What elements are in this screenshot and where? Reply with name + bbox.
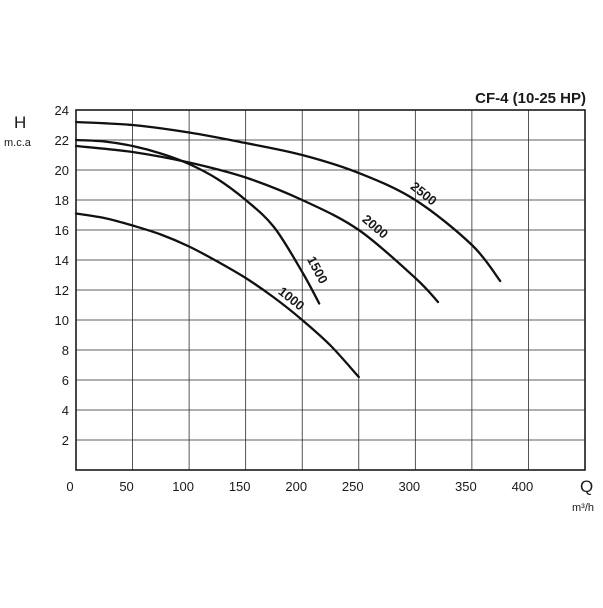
curve-1500 — [74, 138, 321, 305]
curve-label-1000: 1000 — [275, 284, 307, 314]
curve-2000 — [74, 144, 440, 304]
y-tick-label: 2 — [62, 433, 69, 448]
plot-frame — [75, 109, 586, 471]
y-axis-label: H — [14, 113, 26, 132]
x-tick-label: 250 — [342, 479, 364, 494]
x-tick-label: 300 — [398, 479, 420, 494]
x-tick-label: 200 — [285, 479, 307, 494]
curve-label-2500: 2500 — [408, 179, 440, 209]
x-tick-label: 100 — [172, 479, 194, 494]
y-tick-label: 20 — [55, 163, 69, 178]
curve-1000 — [74, 212, 360, 379]
y-tick-label: 16 — [55, 223, 69, 238]
curve-2500 — [74, 120, 502, 283]
tick-labels: 0 50 100 150 200 250 300 350 4002468101214161820… — [55, 103, 534, 494]
y-tick-label: 6 — [62, 373, 69, 388]
y-tick-label: 18 — [55, 193, 69, 208]
chart-title: CF-4 (10-25 HP) — [475, 90, 586, 107]
y-tick-label: 22 — [55, 133, 69, 148]
x-tick-label: 0 — [66, 479, 73, 494]
x-tick-label: 400 — [512, 479, 534, 494]
y-axis-unit: m.c.a — [4, 137, 32, 149]
y-tick-label: 8 — [62, 343, 69, 358]
y-tick-label: 24 — [55, 103, 69, 118]
y-tick-label: 10 — [55, 313, 69, 328]
curves — [74, 120, 502, 379]
x-tick-label: 150 — [229, 479, 251, 494]
grid — [76, 110, 585, 470]
x-tick-label: 50 — [119, 479, 133, 494]
x-axis-label: Q — [580, 477, 593, 496]
y-tick-label: 12 — [55, 283, 69, 298]
x-tick-label: 350 — [455, 479, 477, 494]
y-tick-label: 14 — [55, 253, 69, 268]
x-axis-unit: m³/h — [572, 502, 594, 514]
curve-label-2000: 2000 — [359, 211, 391, 241]
y-tick-label: 4 — [62, 403, 69, 418]
